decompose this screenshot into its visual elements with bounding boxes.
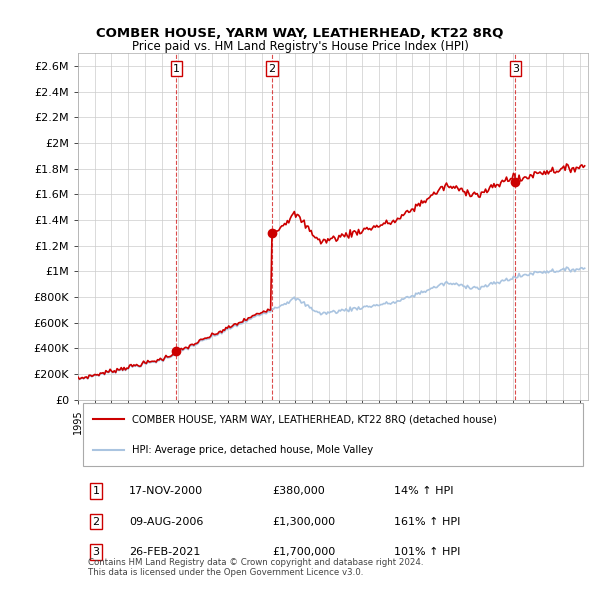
Text: HPI: Average price, detached house, Mole Valley: HPI: Average price, detached house, Mole… bbox=[131, 445, 373, 455]
Text: £1,700,000: £1,700,000 bbox=[272, 547, 335, 557]
Text: Price paid vs. HM Land Registry's House Price Index (HPI): Price paid vs. HM Land Registry's House … bbox=[131, 40, 469, 53]
Text: Contains HM Land Registry data © Crown copyright and database right 2024.
This d: Contains HM Land Registry data © Crown c… bbox=[88, 558, 424, 577]
Text: 161% ↑ HPI: 161% ↑ HPI bbox=[394, 516, 461, 526]
Text: COMBER HOUSE, YARM WAY, LEATHERHEAD, KT22 8RQ (detached house): COMBER HOUSE, YARM WAY, LEATHERHEAD, KT2… bbox=[131, 414, 496, 424]
Text: COMBER HOUSE, YARM WAY, LEATHERHEAD, KT22 8RQ: COMBER HOUSE, YARM WAY, LEATHERHEAD, KT2… bbox=[97, 27, 503, 40]
Text: 14% ↑ HPI: 14% ↑ HPI bbox=[394, 486, 454, 496]
Text: 26-FEB-2021: 26-FEB-2021 bbox=[129, 547, 200, 557]
Text: 1: 1 bbox=[173, 64, 180, 74]
Text: 3: 3 bbox=[92, 547, 100, 557]
Text: 101% ↑ HPI: 101% ↑ HPI bbox=[394, 547, 461, 557]
Text: £1,300,000: £1,300,000 bbox=[272, 516, 335, 526]
Text: 17-NOV-2000: 17-NOV-2000 bbox=[129, 486, 203, 496]
Text: 1: 1 bbox=[92, 486, 100, 496]
Text: 09-AUG-2006: 09-AUG-2006 bbox=[129, 516, 203, 526]
Text: £380,000: £380,000 bbox=[272, 486, 325, 496]
Text: 2: 2 bbox=[92, 516, 100, 526]
Text: 2: 2 bbox=[268, 64, 275, 74]
FancyBboxPatch shape bbox=[83, 404, 583, 466]
Text: 3: 3 bbox=[512, 64, 519, 74]
